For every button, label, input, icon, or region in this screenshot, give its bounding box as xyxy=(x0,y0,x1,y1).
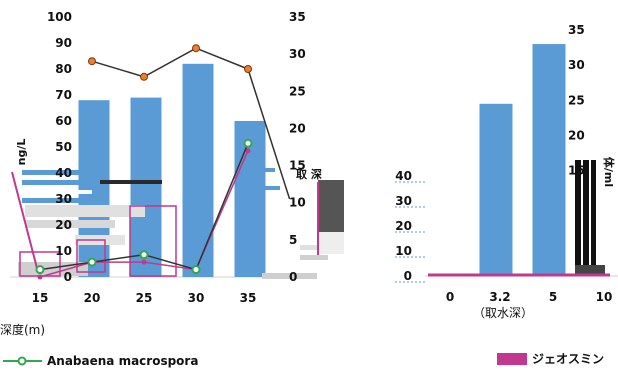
right-axis-title: 体/ml xyxy=(602,157,616,187)
x-axis-title: 深度(m) xyxy=(0,322,45,337)
green-series-point xyxy=(243,138,253,148)
x-axis-tick-label: 10 xyxy=(596,290,613,304)
right-axis-tick-label: 10 xyxy=(289,196,306,210)
legend-item-series-2: ジェオスミン xyxy=(497,352,604,366)
glitch-block xyxy=(22,190,92,194)
glitch-block xyxy=(22,170,82,175)
left-axis-tick-label: 50 xyxy=(55,140,72,154)
x-axis-tick-label: 5 xyxy=(549,290,557,304)
x-axis-tick-label: 3.2 xyxy=(489,290,510,304)
green-series-point xyxy=(35,265,45,275)
x-axis-tick-label: 25 xyxy=(136,291,153,305)
glitch-block xyxy=(255,168,275,172)
x-axis-tick-label: 15 xyxy=(32,291,49,305)
green-series-point xyxy=(191,265,201,275)
glitch-block xyxy=(318,232,344,254)
bar xyxy=(532,44,566,276)
x-axis-tick-label: 35 xyxy=(240,291,257,305)
glitch-block xyxy=(25,220,115,228)
right-axis-tick-label: 25 xyxy=(568,93,585,107)
right-axis-tick-label: 15 xyxy=(289,159,306,173)
left-axis-tick-label: 20 xyxy=(395,219,412,233)
left-axis-tick-label: 70 xyxy=(55,88,72,102)
rendering-glitch-overlay xyxy=(11,168,344,279)
glitch-block xyxy=(262,273,317,279)
left-axis-tick-label: 10 xyxy=(395,244,412,258)
left-chart: 0 10 20 30 40 50 60 70 80 90 100 0 5 10 15 20 25 30 35 15… xyxy=(0,10,344,337)
left-axis-tick-label: 80 xyxy=(55,62,72,76)
bar xyxy=(130,97,162,277)
glitch-outline xyxy=(76,239,106,273)
right-chart: 0 10 20 30 40 35 30 25 20 15 0 3.2 5 10 体/ml （取水深） xyxy=(395,23,618,320)
legend-swatch xyxy=(497,353,527,365)
glitch-block xyxy=(300,245,330,250)
left-axis-tick-label: 30 xyxy=(55,192,72,206)
right-axis-tick-label: 25 xyxy=(289,84,306,98)
glitch-block xyxy=(255,186,280,190)
magenta-series-point xyxy=(37,274,43,280)
glitch-block xyxy=(318,180,344,232)
glitch-line xyxy=(11,171,39,273)
rendering-glitch-overlay xyxy=(575,160,605,275)
orange-series-point xyxy=(140,72,148,81)
orange-series-point xyxy=(192,44,200,53)
bar xyxy=(479,103,513,276)
glitch-block xyxy=(583,160,589,270)
glitch-block xyxy=(575,160,581,270)
legend-label-series-2: ジェオスミン xyxy=(532,352,604,366)
x-axis-tick-label: 30 xyxy=(188,291,205,305)
magenta-series-point xyxy=(245,148,251,154)
right-axis-tick-label: 15 xyxy=(568,164,585,178)
right-axis-tick-label: 5 xyxy=(289,233,297,247)
legend-item-series-1: Anabaena macrospora xyxy=(3,354,198,368)
legend-label-series-1: Anabaena macrospora xyxy=(47,354,198,368)
legend: Anabaena macrospora ジェオスミン xyxy=(3,352,604,368)
glitch-block xyxy=(25,205,145,217)
glitch-block xyxy=(591,160,596,270)
magenta-series-point xyxy=(141,259,147,265)
bar xyxy=(182,63,214,277)
orange-series-point xyxy=(88,57,96,66)
right-axis-tick-label: 30 xyxy=(289,47,306,61)
left-axis-tick-label: 20 xyxy=(55,218,72,232)
green-series-point xyxy=(139,250,149,260)
orange-series-point xyxy=(244,65,252,73)
left-axis-tick-label: 90 xyxy=(55,36,72,50)
glitch-block xyxy=(22,180,87,185)
right-axis-tick-label: 20 xyxy=(568,128,585,142)
x-axis-tick-label: 0 xyxy=(446,290,454,304)
glitch-block xyxy=(300,255,328,260)
partial-label: 取 深 xyxy=(296,167,322,181)
right-axis-tick-label: 35 xyxy=(289,10,306,24)
right-axis-tick-label: 0 xyxy=(289,270,297,284)
left-axis-tick-label: 0 xyxy=(64,270,72,284)
right-axis-tick-label: 20 xyxy=(289,121,306,135)
glitch-outline xyxy=(129,205,177,277)
left-axis-title: ng/L xyxy=(15,139,28,166)
glitch-block xyxy=(575,265,605,275)
left-axis-tick-label: 40 xyxy=(395,169,412,183)
left-axis-tick-label: 100 xyxy=(47,10,72,24)
green-series-point xyxy=(87,257,97,267)
left-axis-tick-label: 30 xyxy=(395,194,412,208)
x-axis-tick-label: 20 xyxy=(84,291,101,305)
legend-swatch-marker xyxy=(17,356,27,366)
left-axis-tick-label: 40 xyxy=(55,166,72,180)
glitch-block xyxy=(22,198,82,203)
left-axis-tick-label: 60 xyxy=(55,114,72,128)
left-axis-tick-label: 0 xyxy=(404,269,412,283)
right-axis-tick-label: 35 xyxy=(568,23,585,37)
left-axis-tick-label: 10 xyxy=(55,244,72,258)
glitch-block xyxy=(100,180,162,184)
right-axis-tick-label: 30 xyxy=(568,58,585,72)
x-axis-title: （取水深） xyxy=(473,306,533,320)
